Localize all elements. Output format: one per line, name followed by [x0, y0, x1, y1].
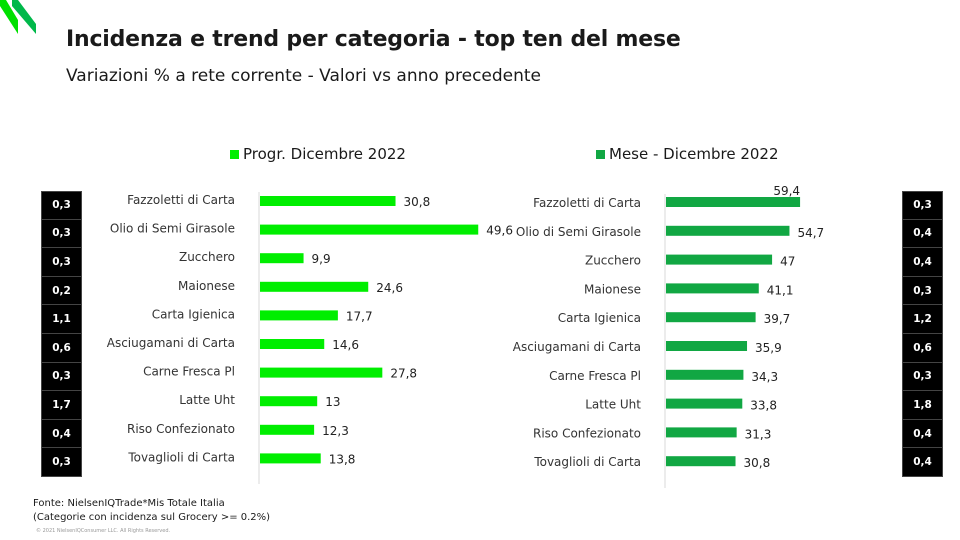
value-label: 59,4: [773, 184, 800, 198]
category-label: Asciugamani di Carta: [107, 336, 235, 350]
bar: [666, 197, 801, 207]
category-label: Fazzoletti di Carta: [533, 196, 641, 210]
incidence-box: 0,3: [41, 191, 82, 220]
chart-progressivo: Fazzoletti di Carta 30,8 Olio di Semi Gira…: [0, 180, 513, 484]
legend-right: Mese - Dicembre 2022: [596, 145, 779, 163]
bar: [260, 339, 325, 349]
page-title: Incidenza e trend per categoria - top te…: [66, 27, 681, 52]
category-label: Carta Igienica: [558, 311, 641, 325]
category-label: Maionese: [584, 282, 641, 296]
value-label: 24,6: [376, 281, 403, 295]
copyright: © 2021 NielsenIQConsumer LLC. All Rights…: [36, 528, 171, 534]
value-label: 54,7: [797, 226, 824, 240]
bar: [666, 369, 744, 380]
category-label: Olio di Semi Girasole: [110, 222, 235, 236]
bar: [666, 398, 743, 409]
value-label: 39,7: [764, 312, 791, 326]
incidence-box: 0,3: [41, 448, 82, 477]
page-subtitle: Variazioni % a rete corrente - Valori vs…: [66, 66, 542, 86]
incidence-box: 0,3: [41, 248, 82, 277]
incidence-box: 1,1: [41, 305, 82, 334]
bar: [260, 424, 315, 435]
incidence-box: 0,6: [41, 333, 82, 363]
incidence-box: 0,3: [902, 191, 943, 220]
category-label: Carne Fresca Pl: [549, 369, 641, 383]
category-label: Fazzoletti di Carta: [127, 193, 235, 207]
chart-mese: Fazzoletti di Carta 59,4 Olio di Semi Gira…: [480, 180, 900, 488]
value-label: 31,3: [745, 427, 772, 441]
value-label: 13: [325, 395, 340, 409]
incidence-box: 0,4: [902, 448, 943, 477]
category-label: Latte Uht: [179, 393, 235, 407]
value-label: 14,6: [332, 338, 359, 352]
footer: Fonte: NielsenIQTrade*Mis Totale Italia …: [33, 497, 270, 525]
chart-right-svg: Fazzoletti di Carta 59,4 Olio di Semi Gira…: [513, 184, 824, 488]
legend-left: Progr. Dicembre 2022: [230, 145, 406, 163]
value-label: 41,1: [767, 283, 794, 297]
category-label: Tovaglioli di Carta: [127, 450, 235, 464]
category-label: Carta Igienica: [152, 307, 235, 321]
incidence-box: 0,3: [41, 362, 82, 392]
incidence-box: 0,2: [41, 276, 82, 306]
incidence-box: 0,3: [41, 219, 82, 249]
incidence-box: 0,4: [902, 248, 943, 277]
incidence-box: 1,2: [902, 305, 943, 334]
bar: [260, 453, 321, 464]
bar: [260, 310, 338, 321]
incidence-column-left: 0,3 0,3 0,3 0,2 1,1 0,6 0,3 1,7 0,4 0,3: [41, 191, 82, 477]
bar: [666, 312, 756, 323]
footer-source: Fonte: NielsenIQTrade*Mis Totale Italia: [33, 498, 225, 509]
category-label: Riso Confezionato: [533, 426, 641, 440]
value-label: 49,6: [486, 224, 513, 238]
legend-label-right: Mese - Dicembre 2022: [609, 145, 779, 163]
legend-swatch-right: [596, 149, 605, 159]
bar: [666, 427, 737, 438]
category-label: Zucchero: [585, 254, 641, 268]
bar: [666, 254, 773, 265]
category-label: Latte Uht: [585, 398, 641, 412]
bar: [666, 341, 748, 351]
incidence-column-right: 0,3 0,4 0,4 0,3 1,2 0,6 0,3 1,8 0,4 0,4: [902, 191, 943, 477]
bar: [260, 396, 318, 407]
incidence-box: 0,3: [902, 362, 943, 392]
legend-swatch-left: [230, 149, 239, 159]
value-label: 17,7: [346, 309, 373, 323]
value-label: 27,8: [390, 367, 417, 381]
value-label: 30,8: [404, 195, 431, 209]
value-label: 47: [780, 255, 795, 269]
category-label: Maionese: [178, 279, 235, 293]
value-label: 12,3: [322, 424, 349, 438]
incidence-box: 1,8: [902, 391, 943, 420]
logo-icon: [0, 0, 36, 34]
incidence-box: 1,7: [41, 391, 82, 420]
bar: [666, 283, 759, 294]
incidence-box: 0,6: [902, 333, 943, 363]
bar: [260, 224, 479, 235]
category-label: Zucchero: [179, 250, 235, 264]
legend-label-left: Progr. Dicembre 2022: [243, 145, 406, 163]
value-label: 35,9: [755, 341, 782, 355]
incidence-box: 0,4: [902, 219, 943, 249]
value-label: 34,3: [751, 370, 778, 384]
incidence-box: 0,4: [41, 419, 82, 449]
value-label: 30,8: [744, 456, 771, 470]
bar: [260, 196, 396, 206]
category-label: Tovaglioli di Carta: [533, 455, 641, 469]
value-label: 9,9: [312, 252, 331, 266]
value-label: 33,8: [750, 399, 777, 413]
category-label: Riso Confezionato: [127, 422, 235, 436]
category-label: Carne Fresca Pl: [143, 365, 235, 379]
bar: [666, 225, 790, 236]
category-label: Olio di Semi Girasole: [516, 225, 641, 239]
bar: [260, 367, 383, 378]
footer-note: (Categorie con incidenza sul Grocery >= …: [33, 512, 271, 523]
value-label: 13,8: [329, 452, 356, 466]
bar: [260, 253, 304, 264]
bar: [260, 281, 369, 292]
bar: [666, 456, 736, 467]
incidence-box: 0,4: [902, 419, 943, 449]
incidence-box: 0,3: [902, 276, 943, 306]
chart-left-svg: Fazzoletti di Carta 30,8 Olio di Semi Gira…: [107, 192, 513, 484]
category-label: Asciugamani di Carta: [513, 340, 641, 354]
